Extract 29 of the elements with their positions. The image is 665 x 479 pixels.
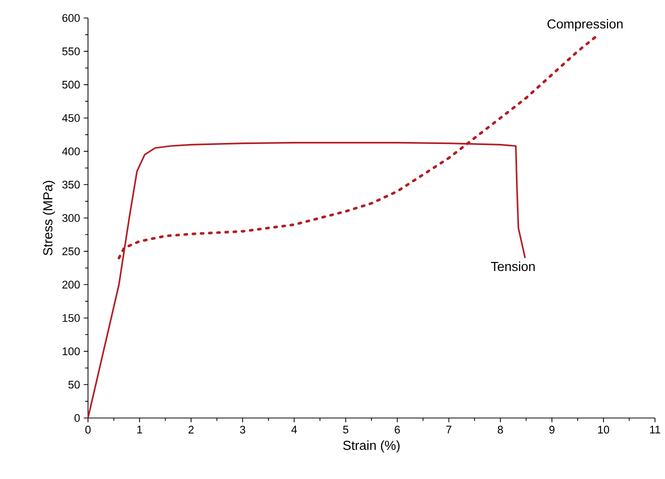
y-tick-label: 100	[62, 347, 80, 356]
x-tick-label: 5	[343, 426, 348, 434]
y-tick-label: 450	[62, 114, 80, 122]
y-tick-label: 150	[62, 314, 80, 322]
y-tick-label: 0	[74, 414, 80, 422]
series-label: Compression	[547, 19, 623, 32]
x-tick-label: 2	[188, 426, 194, 434]
x-tick-label: 0	[85, 426, 91, 434]
y-tick-label: 400	[62, 147, 80, 156]
y-tick-label: 200	[62, 280, 80, 289]
x-tick-label: 10	[598, 426, 610, 434]
y-axis-title: Stress (MPa)	[42, 180, 55, 256]
x-tick-label: 9	[549, 426, 554, 434]
y-tick-label: 550	[62, 47, 80, 56]
y-tick-label: 50	[68, 380, 80, 389]
x-tick-label: 6	[394, 426, 400, 434]
y-tick-label: 500	[62, 80, 80, 89]
x-tick-label: 4	[291, 426, 297, 434]
y-tick-label: 300	[62, 214, 80, 222]
y-tick-label: 600	[62, 14, 80, 22]
x-axis-title: Strain (%)	[343, 440, 400, 453]
x-tick-label: 7	[446, 426, 452, 434]
series-label: Tension	[491, 262, 535, 272]
x-tick-label: 8	[498, 426, 503, 434]
x-tick-label: 1	[137, 426, 142, 434]
y-tick-label: 250	[62, 247, 80, 256]
y-tick-label: 350	[62, 180, 80, 189]
x-tick-label: 3	[240, 426, 246, 434]
x-tick-label: 11	[650, 426, 660, 434]
